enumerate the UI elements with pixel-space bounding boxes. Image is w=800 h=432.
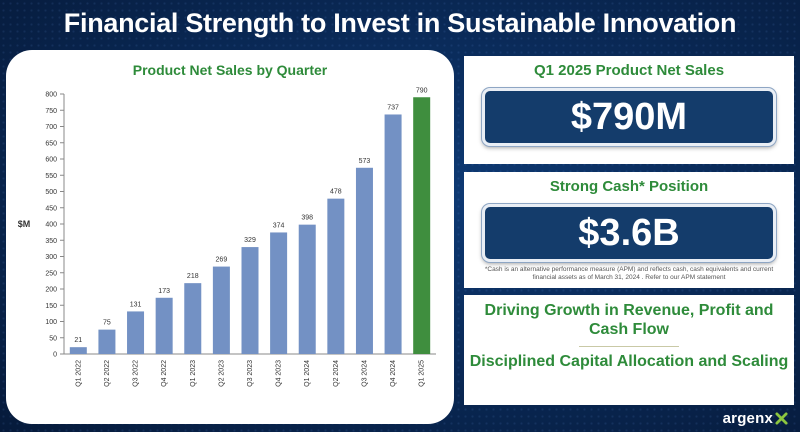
x-tick-label: Q1 2025 [419, 360, 426, 387]
x-tick-label: Q4 2024 [390, 360, 397, 387]
argenx-x-mark-icon [775, 412, 788, 425]
divider [579, 346, 679, 347]
brand-logo: argenx [723, 410, 788, 427]
page-title: Financial Strength to Invest in Sustaina… [63, 8, 737, 38]
chart-card: Product Net Sales by Quarter 0 50 100 150 20… [6, 50, 454, 424]
capital-statement: Disciplined Capital Allocation and Scali… [469, 353, 789, 370]
y-tick-label: 500 [45, 189, 57, 196]
cash-title: Strong Cash* Position [549, 178, 709, 195]
y-tick-label: 450 [45, 205, 57, 212]
chart-title: Product Net Sales by Quarter [132, 62, 328, 78]
x-tick-label: Q1 2024 [304, 360, 311, 387]
x-tick-label: Q2 2024 [333, 360, 340, 387]
data-label: 173 [158, 288, 170, 295]
bar [384, 114, 402, 354]
y-tick-label: 400 [45, 222, 57, 229]
logo-text: argenx [722, 410, 773, 427]
cash-value: $3.6B [482, 204, 776, 262]
bar [98, 329, 116, 354]
net-sales-title: Q1 2025 Product Net Sales [533, 62, 725, 79]
y-axis-label: $M [18, 219, 31, 229]
y-tick-label: 300 [45, 254, 57, 261]
x-tick-label: Q4 2022 [161, 360, 168, 387]
x-tick-label: Q1 2022 [75, 360, 82, 387]
x-tick-label: Q3 2023 [247, 360, 254, 387]
x-tick-label: Q2 2022 [104, 360, 111, 387]
data-label: 737 [387, 104, 399, 111]
y-tick-label: 250 [45, 270, 57, 277]
y-tick-label: 50 [49, 335, 57, 342]
bar [212, 266, 230, 354]
net-sales-value: $790M [482, 88, 776, 146]
growth-statement: Driving Growth in Revenue, Profit and Ca… [484, 302, 774, 338]
bar [241, 247, 259, 354]
y-tick-label: 0 [53, 352, 57, 359]
x-tick-label: Q1 2023 [190, 360, 197, 387]
bar [355, 167, 373, 354]
y-tick-label: 150 [45, 303, 57, 310]
data-label: 75 [103, 320, 111, 327]
y-tick-label: 600 [45, 157, 57, 164]
data-label: 21 [74, 337, 82, 344]
data-label: 374 [273, 222, 285, 229]
bar [298, 224, 316, 354]
net-sales-panel: Q1 2025 Product Net Sales $790M [464, 56, 794, 164]
y-tick-label: 100 [45, 319, 57, 326]
bar [327, 198, 345, 354]
bar [127, 311, 145, 354]
x-tick-label: Q2 2023 [218, 360, 225, 387]
data-label: 790 [416, 87, 428, 94]
data-label: 398 [301, 215, 313, 222]
bar-chart: 0 50 100 150 200 250 300 350 400 450 500 550 600 650 7… [18, 87, 436, 387]
y-tick-label: 700 [45, 124, 57, 131]
x-tick-label: Q3 2022 [133, 360, 140, 387]
bar [155, 297, 173, 354]
y-tick-label: 800 [45, 92, 57, 99]
cash-panel: Strong Cash* Position $3.6B *Cash is an … [464, 172, 794, 288]
y-tick-label: 350 [45, 238, 57, 245]
x-tick-label: Q4 2023 [276, 360, 283, 387]
y-tick-label: 750 [45, 108, 57, 115]
data-label: 573 [359, 158, 371, 165]
data-label: 269 [216, 257, 228, 264]
data-label: 218 [187, 273, 199, 280]
bar [69, 347, 87, 354]
growth-panel: Driving Growth in Revenue, Profit and Ca… [464, 295, 794, 405]
bar [413, 97, 431, 354]
data-label: 329 [244, 237, 256, 244]
y-tick-label: 550 [45, 173, 57, 180]
data-label: 478 [330, 189, 342, 196]
x-tick-label: Q3 2024 [361, 360, 368, 387]
y-tick-label: 200 [45, 287, 57, 294]
data-label: 131 [130, 301, 142, 308]
bar [184, 283, 202, 354]
y-tick-label: 650 [45, 140, 57, 147]
bar [270, 232, 288, 354]
cash-footnote: *Cash is an alternative performance meas… [484, 266, 774, 281]
